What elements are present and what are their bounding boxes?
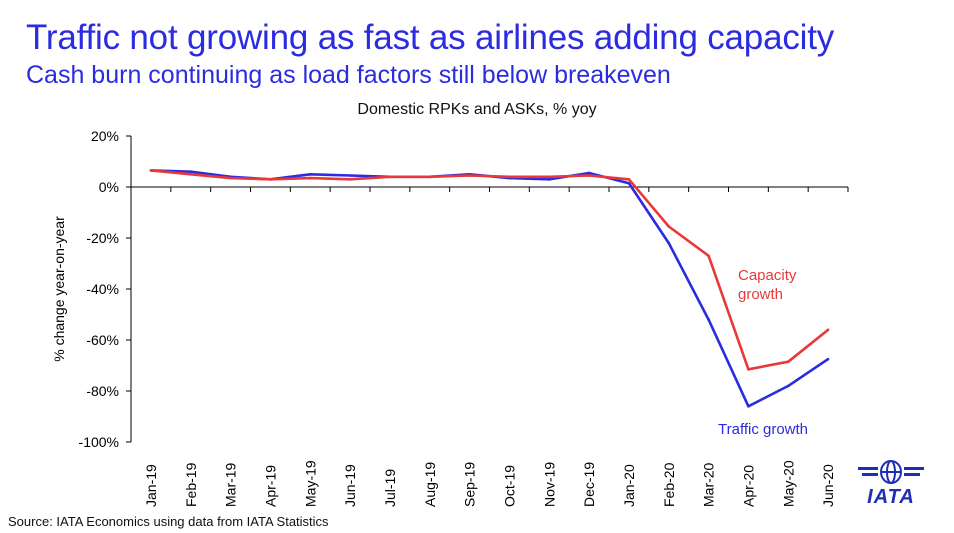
x-tick-label: Feb-20 (661, 462, 677, 507)
x-tick-label: Dec-19 (581, 462, 597, 507)
traffic-growth-label: Traffic growth (718, 421, 808, 438)
page-title: Traffic not growing as fast as airlines … (26, 18, 835, 57)
y-tick-label: -40% (86, 281, 119, 297)
data-point (348, 174, 352, 177)
iata-logo-text: IATA (867, 486, 915, 508)
data-point (428, 175, 432, 179)
data-point (747, 368, 750, 371)
x-tick-label: May-19 (302, 460, 318, 507)
x-tick-label: Jan-20 (621, 464, 637, 507)
chart-title: Domestic RPKs and ASKs, % yoy (357, 101, 597, 118)
data-point (308, 176, 312, 180)
data-point (308, 172, 312, 176)
data-point (229, 176, 232, 180)
x-tick-label: Nov-19 (541, 462, 557, 507)
data-point (149, 169, 153, 172)
data-point (189, 170, 193, 173)
x-tick-label: Jun-20 (820, 464, 836, 507)
x-tick-label: Jan-19 (143, 464, 159, 507)
page-subtitle: Cash burn continuing as load factors sti… (26, 61, 671, 89)
data-point (667, 241, 671, 245)
series-line-traffic (150, 169, 829, 408)
x-tick-label: Aug-19 (422, 462, 438, 507)
y-tick-label: -100% (79, 434, 119, 450)
iata-globe-icon (858, 460, 924, 484)
data-point (786, 360, 790, 363)
y-tick-label: 20% (91, 128, 119, 144)
x-tick-label: Jul-19 (382, 469, 398, 507)
capacity-growth-label-line2: growth (738, 286, 783, 303)
data-point (627, 178, 631, 181)
y-tick-label: 0% (99, 179, 119, 195)
data-point (547, 178, 551, 181)
x-tick-label: Sep-19 (462, 462, 478, 507)
data-point (707, 318, 710, 321)
data-point (826, 328, 830, 332)
x-tick-label: Apr-19 (262, 465, 278, 507)
source-note: Source: IATA Economics using data from I… (8, 514, 329, 529)
data-point (627, 181, 631, 185)
data-point (826, 357, 830, 361)
data-point (189, 172, 193, 176)
data-point (468, 174, 471, 177)
data-point (348, 178, 352, 181)
data-point (747, 405, 750, 408)
data-point (587, 171, 591, 175)
x-tick-label: Jun-19 (342, 464, 358, 507)
data-point (587, 174, 591, 177)
data-point (508, 175, 511, 179)
x-tick-label: Mar-20 (701, 462, 717, 507)
y-tick-label: -20% (86, 230, 119, 246)
y-axis-label: % change year-on-year (51, 216, 67, 362)
data-point (269, 178, 272, 181)
capacity-growth-label-line1: Capacity (738, 267, 797, 284)
data-point (707, 254, 710, 258)
x-tick-label: Oct-19 (501, 465, 517, 507)
y-tick-label: -60% (86, 332, 119, 348)
x-tick-label: Feb-19 (183, 462, 199, 507)
data-point (547, 175, 551, 179)
x-tick-label: Mar-19 (223, 462, 239, 507)
series-line-capacity (150, 169, 829, 371)
data-point (388, 175, 392, 179)
data-point (667, 225, 671, 228)
x-tick-label: Apr-20 (740, 465, 756, 507)
x-tick-label: May-20 (780, 460, 796, 507)
data-point (786, 384, 790, 388)
y-tick-label: -80% (86, 383, 119, 399)
